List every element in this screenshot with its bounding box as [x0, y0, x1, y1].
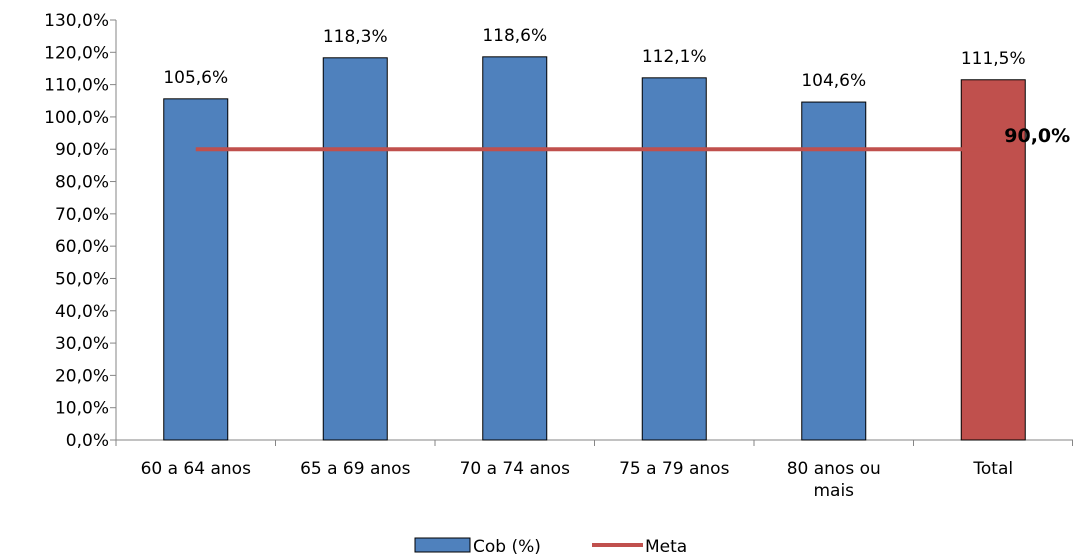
y-tick-label: 30,0%: [55, 334, 109, 354]
bar: [163, 98, 229, 441]
legend-label-meta: Meta: [645, 537, 687, 554]
bar: [801, 101, 867, 441]
x-category-label: 80 anos ou mais: [787, 459, 881, 501]
x-category-label: 65 a 69 anos: [300, 459, 410, 479]
bar-data-label: 104,6%: [801, 71, 866, 91]
axes-layer: 0,0% 10,0% 20,0% 30,0% 40,0% 50,0% 60,0% 70,0% 8…: [44, 11, 1073, 501]
bar-data-label: 105,6%: [163, 68, 228, 88]
legend: Cob (%) Meta: [414, 537, 687, 557]
x-category-label: 75 a 79 anos: [619, 459, 729, 479]
y-tick-label: 130,0%: [44, 11, 109, 31]
legend-swatch-cob: [414, 537, 471, 553]
bar-data-label: 118,3%: [323, 27, 388, 47]
y-tick-label: 70,0%: [55, 205, 109, 225]
bar: [482, 56, 548, 441]
x-category-label: 60 a 64 anos: [141, 459, 251, 479]
y-tick-label: 20,0%: [55, 366, 109, 386]
bar: [641, 77, 707, 441]
y-tick-label: 110,0%: [44, 76, 109, 96]
bars-layer: [163, 56, 1026, 441]
legend-label-cob: Cob (%): [473, 537, 541, 554]
y-tick-label: 60,0%: [55, 237, 109, 257]
bar-data-label: 111,5%: [961, 49, 1026, 69]
y-tick-label: 10,0%: [55, 399, 109, 419]
x-category-label: Total: [972, 459, 1013, 479]
bar-data-label: 112,1%: [642, 47, 707, 67]
data-labels-layer: 105,6% 118,3% 118,6% 112,1% 104,6% 111,5% 90,0…: [163, 26, 1070, 147]
bar-data-label: 118,6%: [482, 26, 547, 46]
y-tick-label: 50,0%: [55, 269, 109, 289]
y-tick-label: 90,0%: [55, 140, 109, 160]
meta-data-label: 90,0%: [1004, 125, 1070, 147]
y-tick-label: 120,0%: [44, 43, 109, 63]
x-category-label: 70 a 74 anos: [460, 459, 570, 479]
y-tick-label: 0,0%: [66, 431, 109, 451]
y-tick-label: 40,0%: [55, 302, 109, 322]
y-tick-label: 100,0%: [44, 108, 109, 128]
bar: [322, 57, 388, 441]
bar: [960, 79, 1026, 441]
y-tick-label: 80,0%: [55, 173, 109, 193]
